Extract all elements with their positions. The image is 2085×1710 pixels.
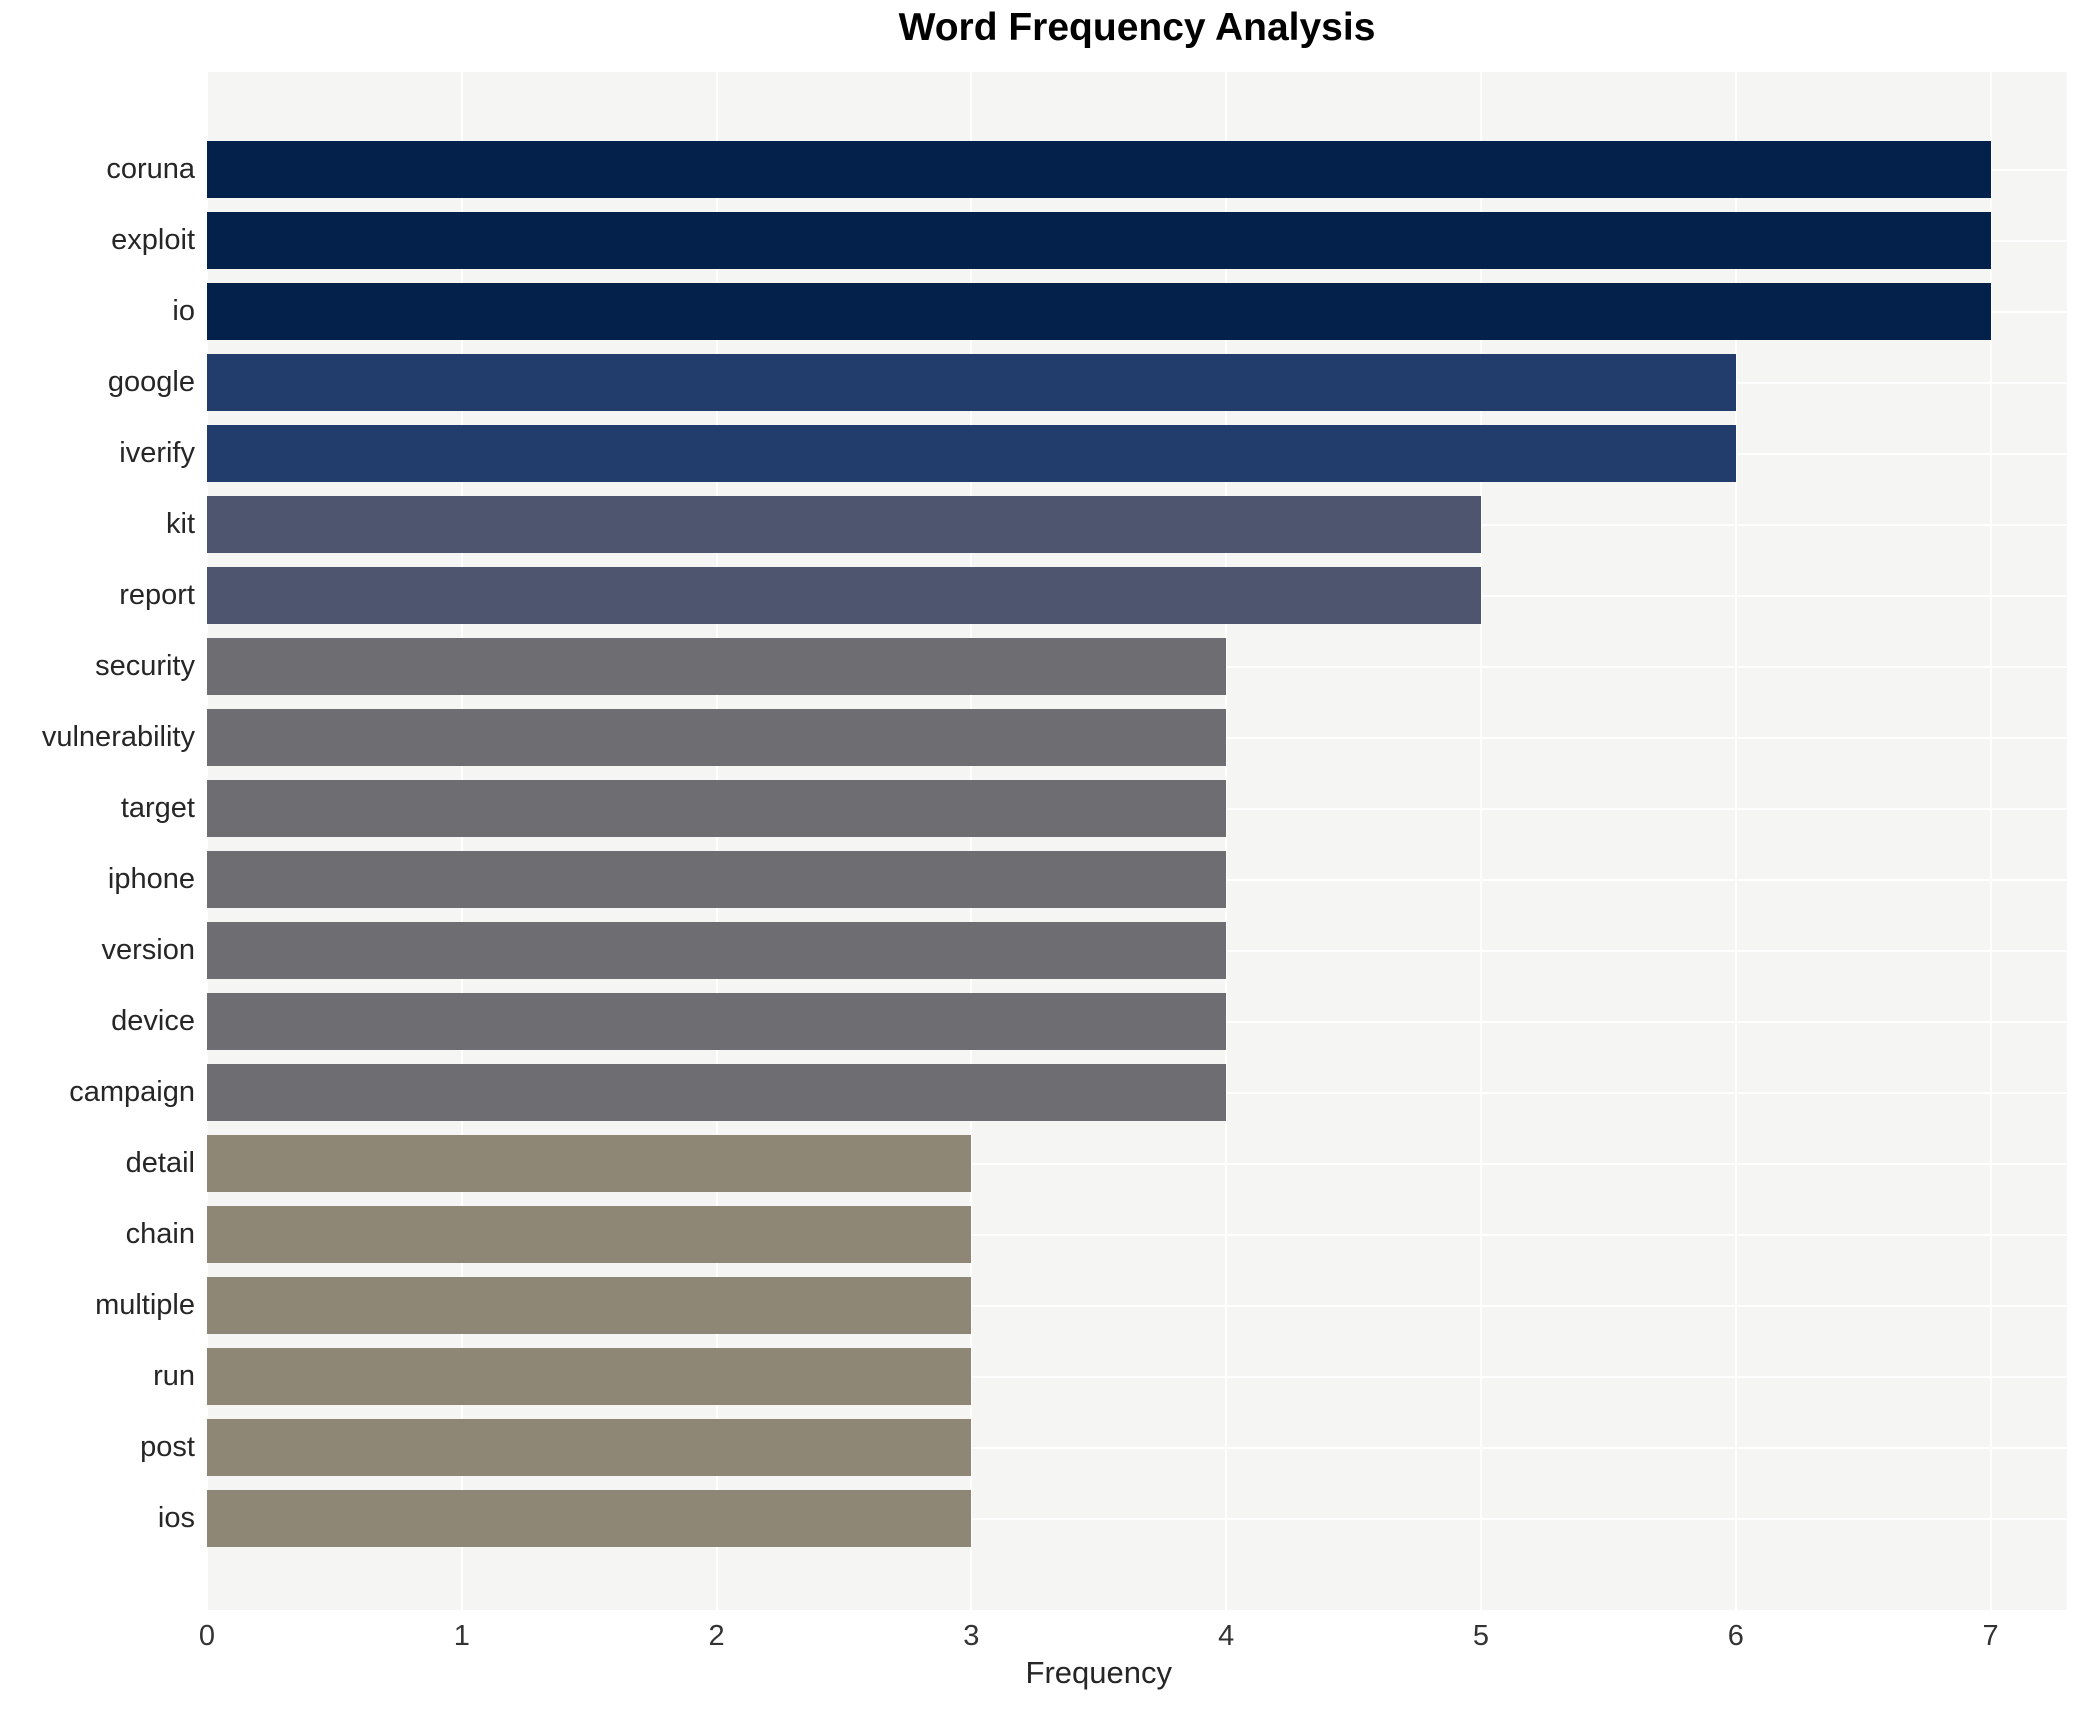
bar-run [207, 1348, 972, 1405]
category-label-vulnerability: vulnerability [41, 721, 195, 753]
bar-chain [207, 1206, 972, 1263]
category-label-google: google [107, 366, 195, 398]
bar-campaign [207, 1064, 1227, 1121]
category-label-kit: kit [166, 508, 195, 540]
gridline-horizontal [207, 1446, 2067, 1449]
bar-iverify [207, 425, 1736, 482]
category-label-multiple: multiple [95, 1289, 195, 1321]
category-label-iverify: iverify [119, 437, 195, 469]
x-axis-label: Frequency [1025, 1655, 1172, 1690]
gridline-horizontal [207, 1162, 2067, 1165]
bar-report [207, 567, 1481, 624]
category-label-iphone: iphone [107, 863, 195, 895]
bar-coruna [207, 141, 1991, 198]
x-tick-label: 1 [453, 1620, 470, 1652]
bar-vulnerability [207, 709, 1227, 766]
gridline-vertical [1989, 72, 1992, 1610]
gridline-horizontal [207, 1233, 2067, 1236]
gridline-vertical [715, 72, 718, 1610]
bar-security [207, 638, 1227, 695]
bar-iphone [207, 851, 1227, 908]
category-label-coruna: coruna [106, 153, 195, 185]
category-label-detail: detail [125, 1147, 195, 1179]
bar-device [207, 993, 1227, 1050]
bar-detail [207, 1135, 972, 1192]
category-label-ios: ios [157, 1502, 195, 1534]
gridline-vertical [460, 72, 463, 1610]
category-label-security: security [95, 650, 195, 682]
category-label-campaign: campaign [69, 1076, 195, 1108]
x-tick-label: 5 [1472, 1620, 1490, 1652]
category-label-run: run [153, 1360, 195, 1392]
gridline-horizontal [207, 1375, 2067, 1378]
gridline-vertical [1225, 72, 1228, 1610]
category-label-chain: chain [125, 1218, 195, 1250]
gridline-horizontal [207, 1304, 2067, 1307]
gridline-vertical [1734, 72, 1737, 1610]
category-label-version: version [101, 934, 196, 966]
x-tick-label: 3 [963, 1620, 980, 1652]
bar-post [207, 1419, 972, 1476]
bar-target [207, 780, 1227, 837]
x-tick-label: 4 [1218, 1620, 1235, 1652]
bar-google [207, 354, 1736, 411]
plot-area [206, 72, 2067, 1610]
category-label-post: post [140, 1431, 195, 1463]
gridline-horizontal [207, 1517, 2067, 1520]
bar-multiple [207, 1277, 972, 1334]
bar-exploit [207, 212, 1991, 269]
category-label-report: report [119, 579, 195, 611]
x-tick-label: 6 [1727, 1620, 1744, 1652]
bar-version [207, 922, 1227, 979]
chart-title: Word Frequency Analysis [898, 6, 1376, 49]
gridline-vertical [206, 72, 208, 1610]
gridline-vertical [1479, 72, 1482, 1610]
gridline-vertical [970, 72, 973, 1610]
category-label-exploit: exploit [111, 224, 195, 256]
category-label-target: target [120, 792, 195, 824]
bar-ios [207, 1490, 972, 1547]
x-tick-label: 2 [708, 1620, 725, 1652]
category-label-device: device [111, 1005, 195, 1037]
bar-io [207, 283, 1991, 340]
x-tick-label: 7 [1982, 1620, 1999, 1652]
bar-kit [207, 496, 1481, 553]
x-tick-label: 0 [198, 1620, 216, 1652]
category-label-io: io [172, 295, 195, 327]
